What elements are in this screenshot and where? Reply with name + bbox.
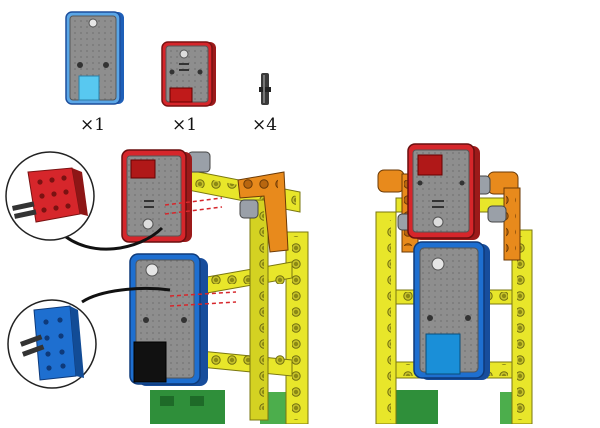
right-assembly bbox=[376, 144, 532, 424]
part-red-module bbox=[162, 42, 216, 106]
quantity-red-module: ×1 bbox=[172, 115, 197, 135]
quantity-connector-pin: ×4 bbox=[252, 115, 277, 135]
part-blue-module bbox=[66, 12, 124, 104]
quantity-blue-module: ×1 bbox=[80, 115, 105, 135]
part-connector-pin bbox=[259, 73, 271, 105]
